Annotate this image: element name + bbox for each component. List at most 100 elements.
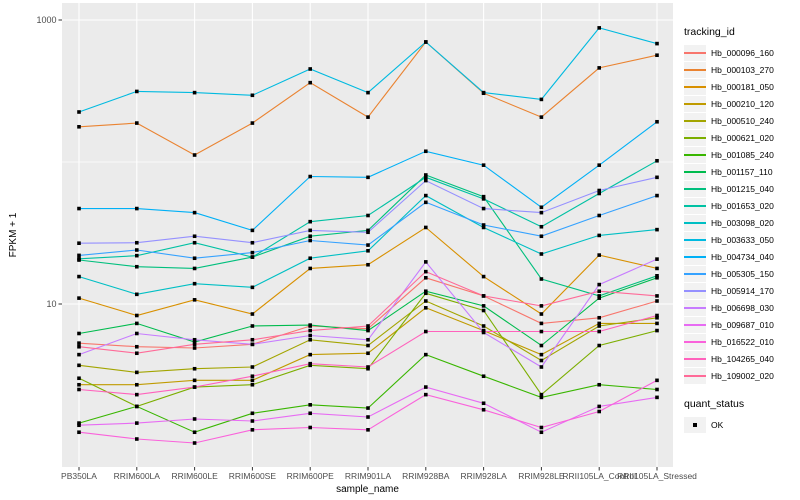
legend-key [684, 367, 706, 384]
data-point [366, 343, 370, 348]
legend-key [684, 129, 706, 146]
data-point [597, 296, 601, 300]
data-point [539, 343, 544, 348]
data-point [539, 430, 544, 435]
data-point [77, 387, 81, 392]
data-point [135, 253, 139, 258]
legend-title-tracking-id: tracking_id [684, 26, 735, 38]
data-point [135, 382, 139, 387]
legend-key [684, 61, 706, 78]
data-point [597, 163, 601, 167]
legend-line-swatch [684, 170, 706, 173]
data-point [655, 175, 659, 180]
legend-key [684, 163, 706, 180]
data-point [655, 387, 659, 392]
legend-label: Hb_003098_020 [711, 217, 774, 228]
data-point [481, 225, 486, 230]
legend-item-Hb_104265_040: Hb_104265_040 [684, 350, 774, 367]
legend-line-swatch [684, 187, 706, 190]
data-point [539, 395, 544, 400]
data-point [135, 370, 139, 375]
data-point [135, 351, 139, 356]
data-point [481, 274, 486, 279]
data-point [597, 324, 601, 328]
legend-line-swatch [684, 119, 706, 122]
legend-key [684, 197, 706, 214]
data-point [135, 292, 139, 297]
data-point [539, 252, 544, 256]
data-point [424, 275, 428, 280]
data-point [481, 206, 486, 211]
data-point [366, 324, 370, 328]
data-point [135, 344, 139, 349]
x-tick-label: RRIM928LE [518, 471, 565, 481]
data-point [77, 421, 81, 425]
legend-key [684, 333, 706, 350]
legend-item-Hb_000181_050: Hb_000181_050 [684, 78, 774, 95]
legend-item-Hb_000210_120: Hb_000210_120 [684, 95, 774, 112]
data-point [539, 277, 544, 281]
data-point [539, 321, 544, 326]
data-point [366, 90, 370, 95]
data-point [366, 230, 370, 235]
data-point [77, 206, 81, 211]
data-point [424, 392, 428, 397]
data-point [539, 392, 544, 397]
data-point [366, 428, 370, 432]
data-point [250, 374, 255, 379]
data-point [481, 163, 486, 167]
legend-label: Hb_006698_030 [711, 302, 774, 313]
data-point [655, 41, 659, 46]
legend-item-Hb_009687_010: Hb_009687_010 [684, 316, 774, 333]
legend-key [684, 248, 706, 265]
data-point [481, 294, 486, 298]
data-point [481, 223, 486, 227]
data-point [192, 210, 197, 215]
legend-key [684, 231, 706, 248]
data-point [539, 358, 544, 363]
data-point [539, 224, 544, 229]
data-point [424, 200, 428, 205]
data-point [77, 110, 81, 114]
data-point [135, 321, 139, 326]
data-point [135, 121, 139, 125]
data-point [308, 234, 312, 239]
legend-item-Hb_001085_240: Hb_001085_240 [684, 146, 774, 163]
legend-line-swatch [684, 68, 706, 71]
data-point [250, 324, 255, 328]
data-point [424, 269, 428, 274]
data-point [308, 256, 312, 261]
legend-label: Hb_001157_110 [711, 166, 773, 177]
data-point [308, 328, 312, 333]
data-point [366, 115, 370, 119]
data-point [250, 428, 255, 432]
data-point [481, 304, 486, 308]
data-point [77, 363, 81, 368]
legend-key [684, 112, 706, 129]
legend-key [684, 265, 706, 282]
data-point [135, 404, 139, 409]
data-point [308, 361, 312, 366]
data-point [77, 376, 81, 381]
data-point [597, 66, 601, 70]
data-point [539, 312, 544, 316]
data-point [308, 238, 312, 243]
data-point [135, 248, 139, 252]
legend-line-swatch [684, 204, 706, 207]
data-point [250, 342, 255, 347]
data-point [597, 343, 601, 348]
data-point [655, 321, 659, 326]
data-point [192, 430, 197, 435]
data-point [308, 80, 312, 85]
legend-label: Hb_005914_170 [711, 285, 774, 296]
data-point [481, 407, 486, 412]
legend-items: Hb_000096_160 Hb_000103_270 Hb_000181_050 H… [684, 44, 774, 384]
data-point [192, 385, 197, 389]
data-point [135, 392, 139, 397]
data-point [481, 194, 486, 199]
legend-line-swatch [684, 289, 706, 292]
data-point [135, 421, 139, 425]
x-tick-label: RRIM600LA [114, 471, 161, 481]
legend-key [684, 214, 706, 231]
data-point [597, 294, 601, 298]
